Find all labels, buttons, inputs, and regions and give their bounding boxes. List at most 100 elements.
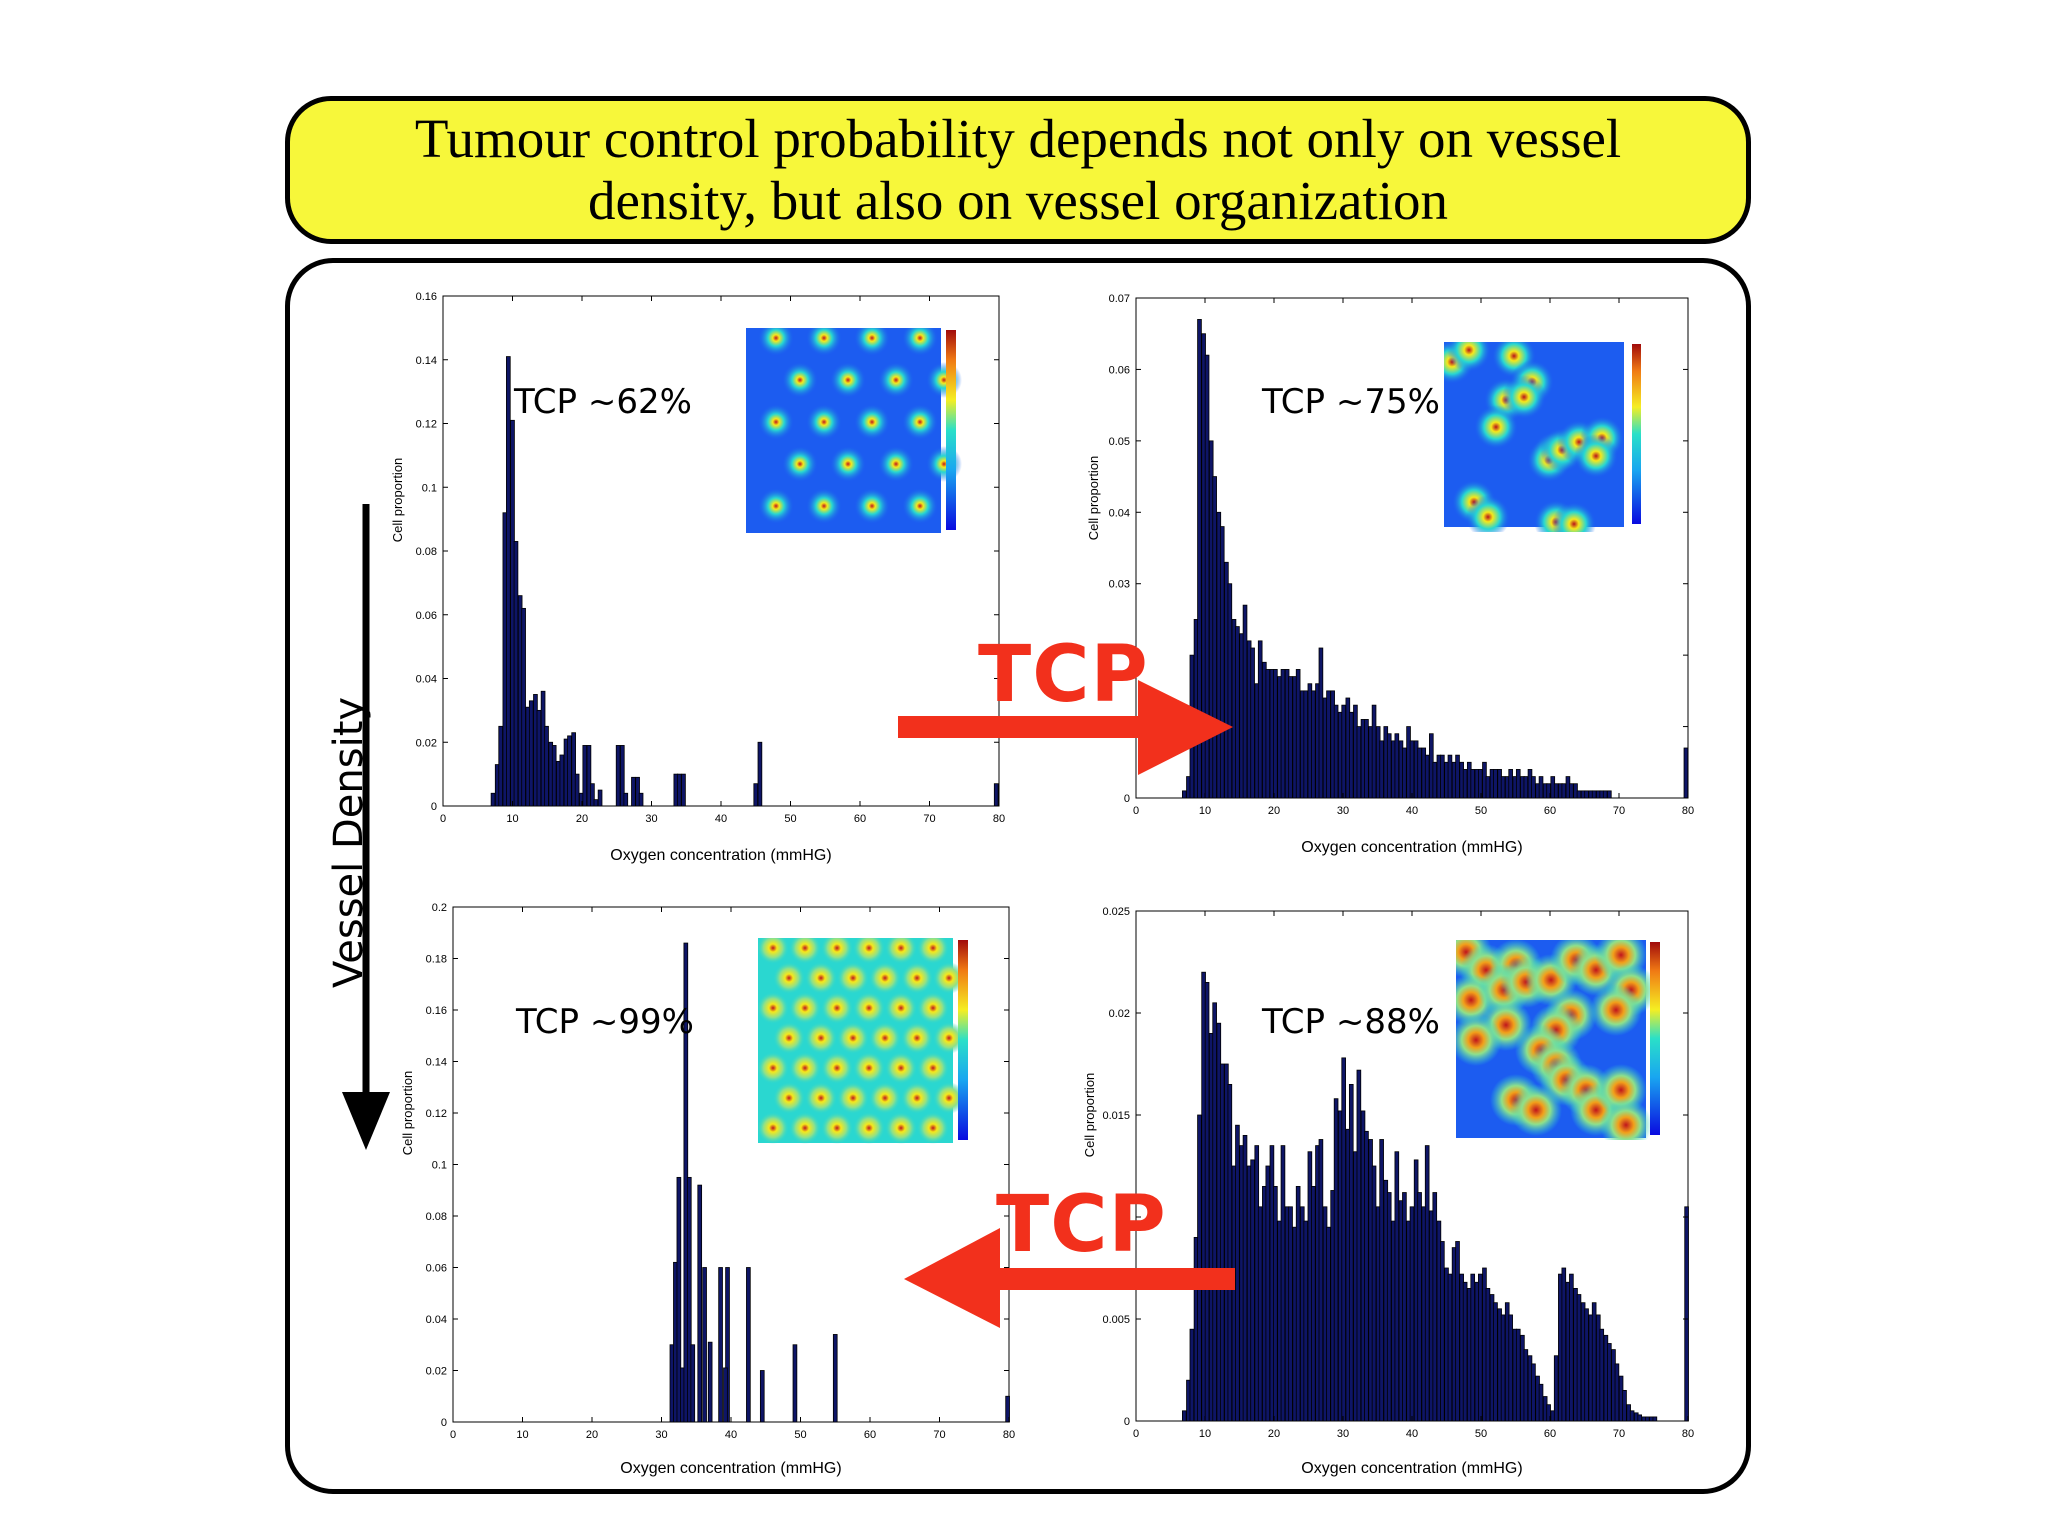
vessel-spot: [782, 362, 818, 398]
x-tick-label: 60: [864, 1429, 876, 1441]
vessel-spot: [933, 962, 965, 994]
histogram-bar: [1432, 1192, 1438, 1422]
y-tick-label: 0.2: [432, 902, 447, 914]
histogram-bar: [1508, 1314, 1513, 1422]
vessel-density-label: Vessel Density: [326, 696, 372, 988]
y-axis-label: Cell proportion: [390, 458, 405, 543]
histogram-bar: [1326, 1226, 1331, 1422]
vessel-spot: [1600, 1099, 1652, 1140]
y-tick-label: 0.16: [426, 1005, 447, 1017]
histogram-bar: [1485, 776, 1491, 799]
histogram-bar: [1602, 790, 1608, 799]
histogram-bar: [521, 607, 526, 807]
vessel-spot: [837, 1082, 869, 1114]
vessel-spot: [901, 1082, 933, 1114]
y-tick-label: 0.06: [426, 1263, 447, 1275]
histogram-bar: [718, 1267, 723, 1423]
vessel-spot: [933, 1022, 965, 1054]
x-tick-label: 60: [1544, 1428, 1556, 1440]
vessel-spot: [885, 938, 917, 964]
histogram-bar: [1371, 704, 1377, 799]
vessel-spot: [917, 1052, 949, 1084]
histogram-bar: [1242, 604, 1248, 799]
histogram-bar: [1386, 1192, 1392, 1422]
histogram-bar: [1599, 1328, 1605, 1422]
vessel-spot: [885, 1052, 917, 1084]
vessel-spot: [917, 938, 949, 964]
vessel-spot: [853, 1112, 885, 1144]
x-tick-label: 30: [645, 813, 657, 825]
histogram-bar: [635, 776, 640, 807]
histogram-bar: [1212, 1002, 1217, 1422]
y-tick-label: 0: [431, 801, 437, 813]
histogram-bar: [1637, 1414, 1642, 1422]
y-axis-label: Cell proportion: [400, 1071, 415, 1156]
x-tick-label: 0: [450, 1429, 456, 1441]
histogram-bar: [1553, 1355, 1559, 1422]
histogram-bar: [1508, 769, 1513, 799]
histogram-bar: [1409, 1206, 1415, 1422]
vessel-spot: [758, 992, 789, 1024]
histogram-bar: [1333, 704, 1339, 799]
x-tick-label: 20: [576, 813, 588, 825]
histogram-bar: [1538, 776, 1544, 799]
histogram-bar: [1591, 1302, 1597, 1422]
histogram-bar: [690, 1344, 696, 1423]
vessel-spot: [933, 1082, 965, 1114]
histogram-bar: [1402, 747, 1407, 799]
y-axis-label: Cell proportion: [1082, 1073, 1097, 1158]
histogram-bar: [1265, 1165, 1271, 1422]
histogram-bar: [1576, 790, 1582, 799]
x-tick-label: 0: [1133, 1428, 1139, 1440]
histogram-bar: [1379, 1139, 1384, 1422]
histogram-bar: [567, 735, 572, 807]
histogram-bar: [490, 792, 496, 807]
vessel-spot: [917, 1112, 949, 1144]
histogram-bar: [1644, 1416, 1650, 1422]
histogram-bar: [1386, 733, 1392, 799]
histogram-bar: [723, 1367, 728, 1423]
histogram-bar: [1318, 647, 1324, 799]
histogram-bar: [1333, 1098, 1339, 1422]
histogram-bar: [559, 754, 565, 807]
vessel-spot: [902, 404, 938, 440]
y-axis-label: Cell proportion: [1086, 456, 1101, 541]
plot-svg-2: 0 10 20 30 40 50 60 70 80 0 0.02 0.04 0.06 0.08 0.1 0.1…: [400, 902, 1015, 1477]
vessel-spot: [1456, 1014, 1502, 1066]
vessel-spot: [773, 962, 805, 994]
histogram-bar: [1470, 1273, 1476, 1422]
histogram-bar: [1591, 790, 1597, 799]
vessel-density-arrow: [342, 504, 390, 1150]
histogram-bar: [528, 700, 534, 807]
histogram-bar: [1288, 676, 1293, 799]
histogram-bar: [615, 745, 621, 807]
vessel-spot: [773, 1022, 805, 1054]
oxygen-map-regular-dense: [758, 938, 968, 1144]
y-tick-label: 0.16: [416, 291, 437, 303]
x-tick-label: 40: [1406, 805, 1418, 817]
histogram-bar: [1485, 1287, 1491, 1422]
histogram-bar: [1553, 783, 1559, 799]
vessel-spot: [1574, 434, 1618, 478]
y-tick-label: 0.14: [426, 1057, 447, 1069]
histogram-bar: [586, 745, 592, 807]
histogram-bar: [1561, 783, 1567, 799]
histogram-bar: [513, 541, 519, 807]
x-tick-label: 30: [1337, 1428, 1349, 1440]
histogram-bar: [753, 783, 759, 807]
x-tick-label: 80: [1682, 805, 1694, 817]
x-tick-label: 80: [1682, 1428, 1694, 1440]
vessel-spot: [853, 938, 885, 964]
histogram-bar: [1311, 1185, 1316, 1422]
histogram-bar: [619, 745, 625, 807]
histogram-bar: [582, 745, 588, 807]
histogram-bar: [1257, 1206, 1263, 1422]
y-tick-label: 0.025: [1102, 906, 1130, 918]
histogram-bar: [1455, 754, 1460, 799]
histogram-bar: [697, 1184, 703, 1423]
y-tick-label: 0.08: [416, 546, 437, 558]
histogram-bar: [1584, 1308, 1589, 1422]
histogram-bar: [544, 725, 549, 807]
x-tick-label: 0: [440, 813, 446, 825]
vessel-spot: [1474, 405, 1518, 449]
